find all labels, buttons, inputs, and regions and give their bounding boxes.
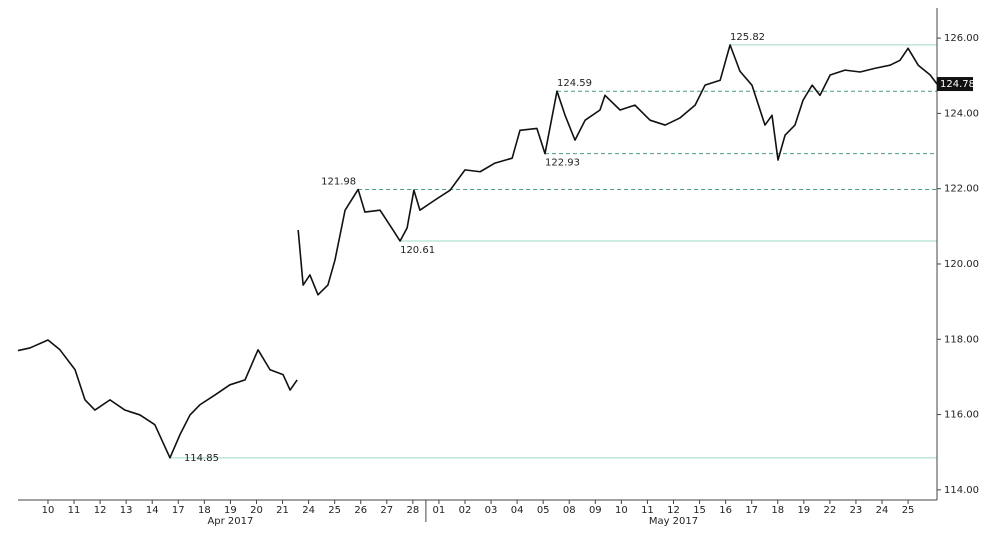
x-tick-label: 22 xyxy=(824,505,837,516)
x-tick-label: 19 xyxy=(797,505,810,516)
x-tick-label: 17 xyxy=(172,505,185,516)
x-tick-label: 11 xyxy=(68,505,81,516)
month-label: May 2017 xyxy=(649,516,698,527)
level-label: 120.61 xyxy=(400,245,435,256)
x-tick-label: 15 xyxy=(693,505,706,516)
x-tick-label: 25 xyxy=(328,505,341,516)
x-tick-label: 26 xyxy=(354,505,367,516)
x-tick-label: 24 xyxy=(302,505,315,516)
x-tick-label: 12 xyxy=(94,505,107,516)
x-tick-label: 20 xyxy=(250,505,263,516)
x-tick-label: 01 xyxy=(433,505,446,516)
y-tick-label: 124.00 xyxy=(944,108,979,119)
x-tick-label: 27 xyxy=(380,505,393,516)
level-label: 114.85 xyxy=(184,453,219,464)
x-tick-label: 10 xyxy=(42,505,55,516)
x-tick-label: 21 xyxy=(276,505,289,516)
y-tick-label: 116.00 xyxy=(944,410,979,421)
x-tick-label: 28 xyxy=(406,505,419,516)
level-label: 122.93 xyxy=(545,158,580,169)
x-tick-label: 23 xyxy=(850,505,863,516)
last-price-label: 124.78 xyxy=(940,79,975,90)
level-label: 121.98 xyxy=(321,176,356,187)
last-price-box xyxy=(937,77,973,92)
x-tick-label: 25 xyxy=(902,505,915,516)
y-tick-label: 120.00 xyxy=(944,259,979,270)
level-label: 124.59 xyxy=(557,78,592,89)
x-tick-label: 19 xyxy=(224,505,237,516)
y-tick-label: 126.00 xyxy=(944,33,979,44)
x-tick-label: 03 xyxy=(485,505,498,516)
month-label: Apr 2017 xyxy=(207,516,253,527)
x-tick-label: 17 xyxy=(745,505,758,516)
price-line xyxy=(17,44,938,459)
y-tick-label: 122.00 xyxy=(944,184,979,195)
x-tick-label: 10 xyxy=(615,505,628,516)
x-tick-label: 12 xyxy=(667,505,680,516)
y-tick-label: 114.00 xyxy=(944,485,979,496)
x-tick-label: 18 xyxy=(198,505,211,516)
x-tick-label: 16 xyxy=(719,505,732,516)
x-tick-label: 02 xyxy=(459,505,472,516)
x-tick-label: 04 xyxy=(511,505,524,516)
y-tick-label: 118.00 xyxy=(944,334,979,345)
x-tick-label: 14 xyxy=(146,505,159,516)
x-tick-label: 05 xyxy=(537,505,550,516)
x-tick-label: 24 xyxy=(876,505,889,516)
x-tick-label: 13 xyxy=(120,505,133,516)
x-tick-label: 11 xyxy=(641,505,654,516)
level-label: 125.82 xyxy=(730,32,765,43)
x-tick-label: 18 xyxy=(771,505,784,516)
x-tick-label: 08 xyxy=(563,505,576,516)
x-tick-label: 09 xyxy=(589,505,602,516)
